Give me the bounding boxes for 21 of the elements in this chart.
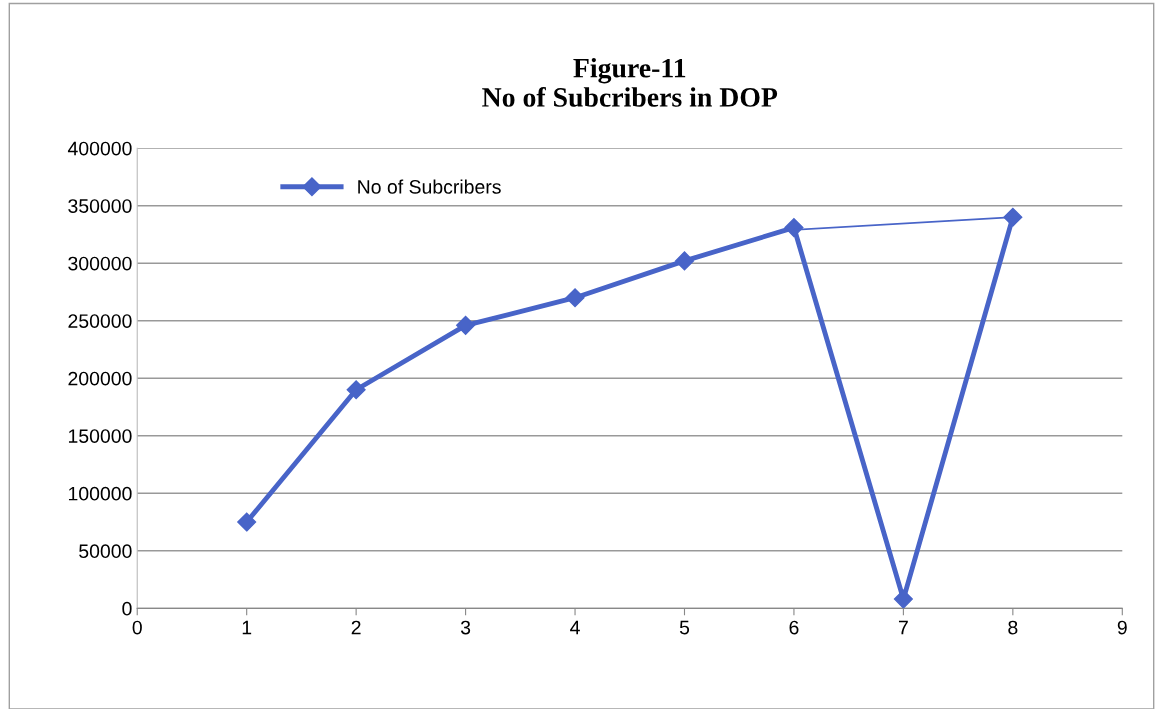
y-tick-label: 0: [122, 601, 132, 616]
y-tick-label: 300000: [68, 256, 132, 271]
x-tick-label: 2: [351, 620, 361, 635]
y-tick-label: 350000: [68, 199, 132, 213]
x-tick-label: 7: [898, 620, 908, 635]
y-tick-label: 50000: [79, 544, 132, 559]
y-tick-label: 400000: [67, 141, 132, 156]
legend-label: No of Subcribers: [358, 179, 501, 194]
y-tick-label: 250000: [68, 314, 132, 328]
x-tick-label: 5: [679, 620, 690, 635]
x-tick-label: 4: [570, 620, 580, 635]
x-tick-label: 0: [132, 620, 142, 635]
x-tick-label: 1: [242, 620, 252, 635]
x-tick-label: 6: [789, 620, 799, 635]
y-tick-label: 100000: [68, 486, 132, 501]
y-tick-label: 150000: [68, 429, 132, 444]
y-tick-label: 200000: [68, 371, 132, 386]
x-tick-label: 3: [460, 620, 471, 635]
chart-title: Figure-11 No of Subcribers in DOP: [482, 57, 778, 107]
x-tick-label: 8: [1008, 620, 1018, 635]
x-tick-label: 9: [1117, 620, 1127, 635]
